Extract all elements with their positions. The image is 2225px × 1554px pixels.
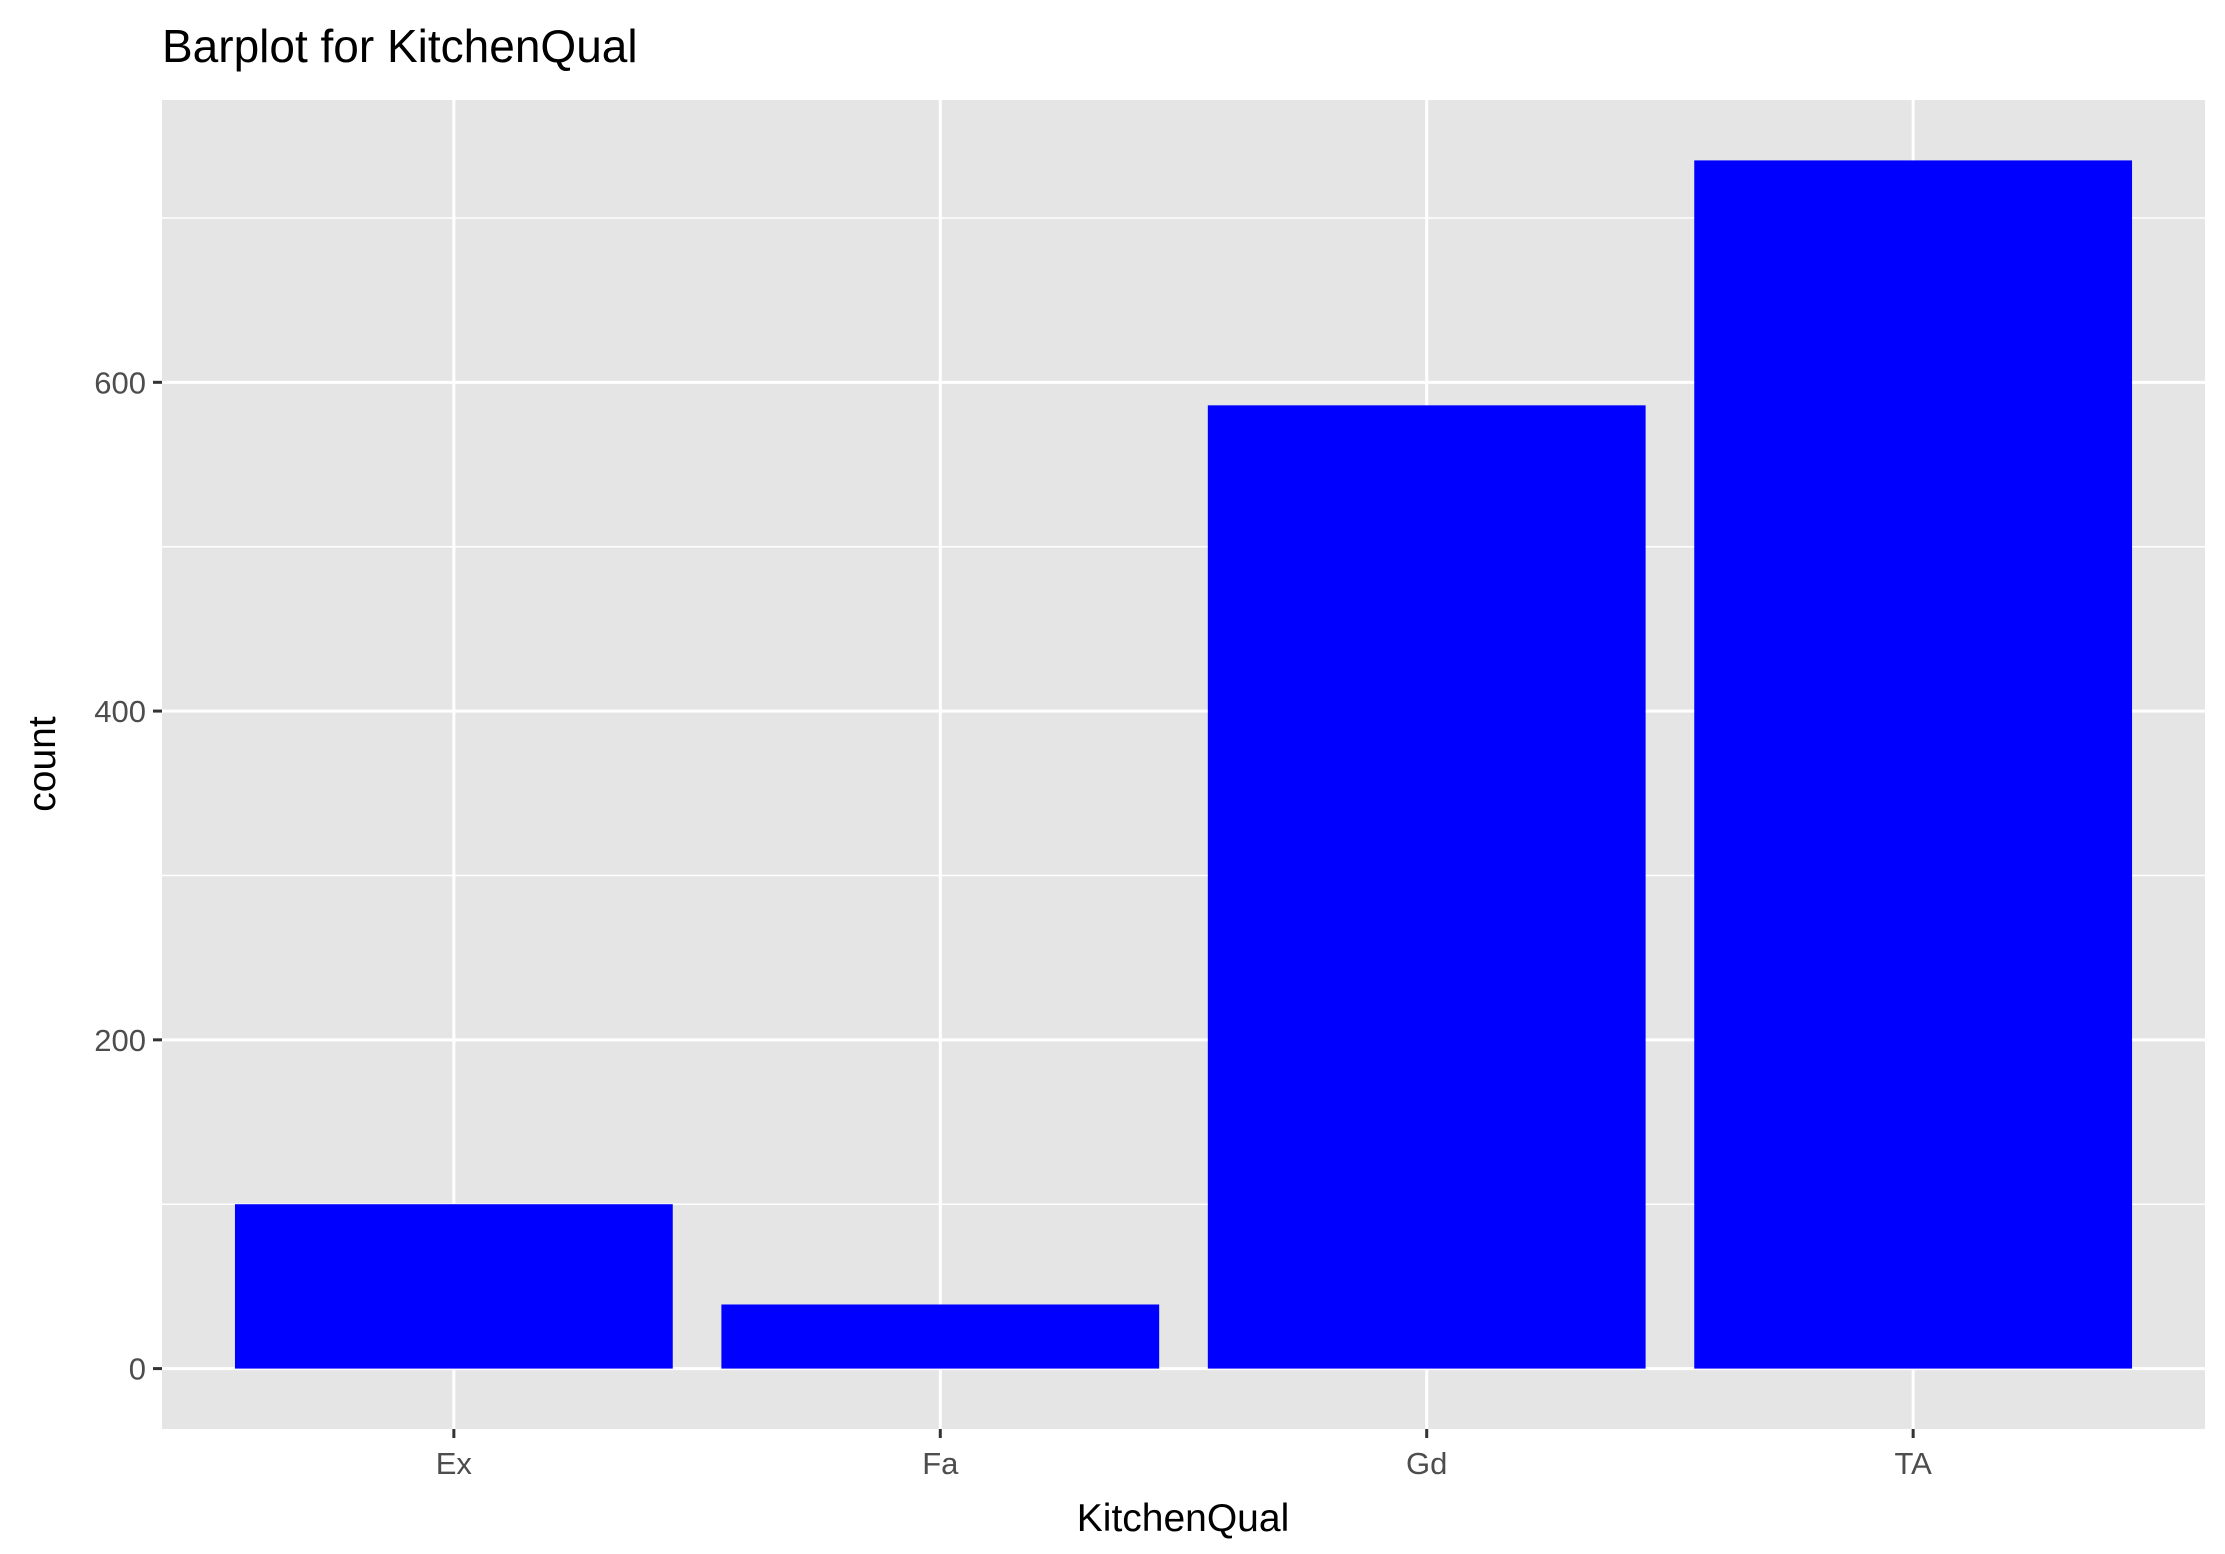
x-tick-label: TA (1894, 1446, 1932, 1481)
x-tick-label: Ex (436, 1446, 473, 1481)
x-axis: Ex Fa Gd TA (436, 1429, 1932, 1481)
y-tick-label: 200 (94, 1023, 146, 1058)
bar-ta (1694, 160, 2133, 1369)
x-axis-label: KitchenQual (1077, 1497, 1289, 1540)
y-tick-label: 400 (94, 694, 146, 729)
bars (234, 160, 2133, 1369)
y-tick-label: 0 (129, 1352, 146, 1387)
bar-ex (234, 1204, 673, 1369)
y-tick-label: 600 (94, 365, 146, 400)
bar-gd (1207, 405, 1646, 1369)
x-tick-label: Gd (1406, 1446, 1447, 1481)
x-tick-label: Fa (922, 1446, 959, 1481)
y-axis: 0 200 400 600 (94, 365, 162, 1387)
y-axis-label: count (21, 716, 64, 812)
bar-fa (721, 1304, 1160, 1369)
chart-title: Barplot for KitchenQual (162, 20, 638, 72)
